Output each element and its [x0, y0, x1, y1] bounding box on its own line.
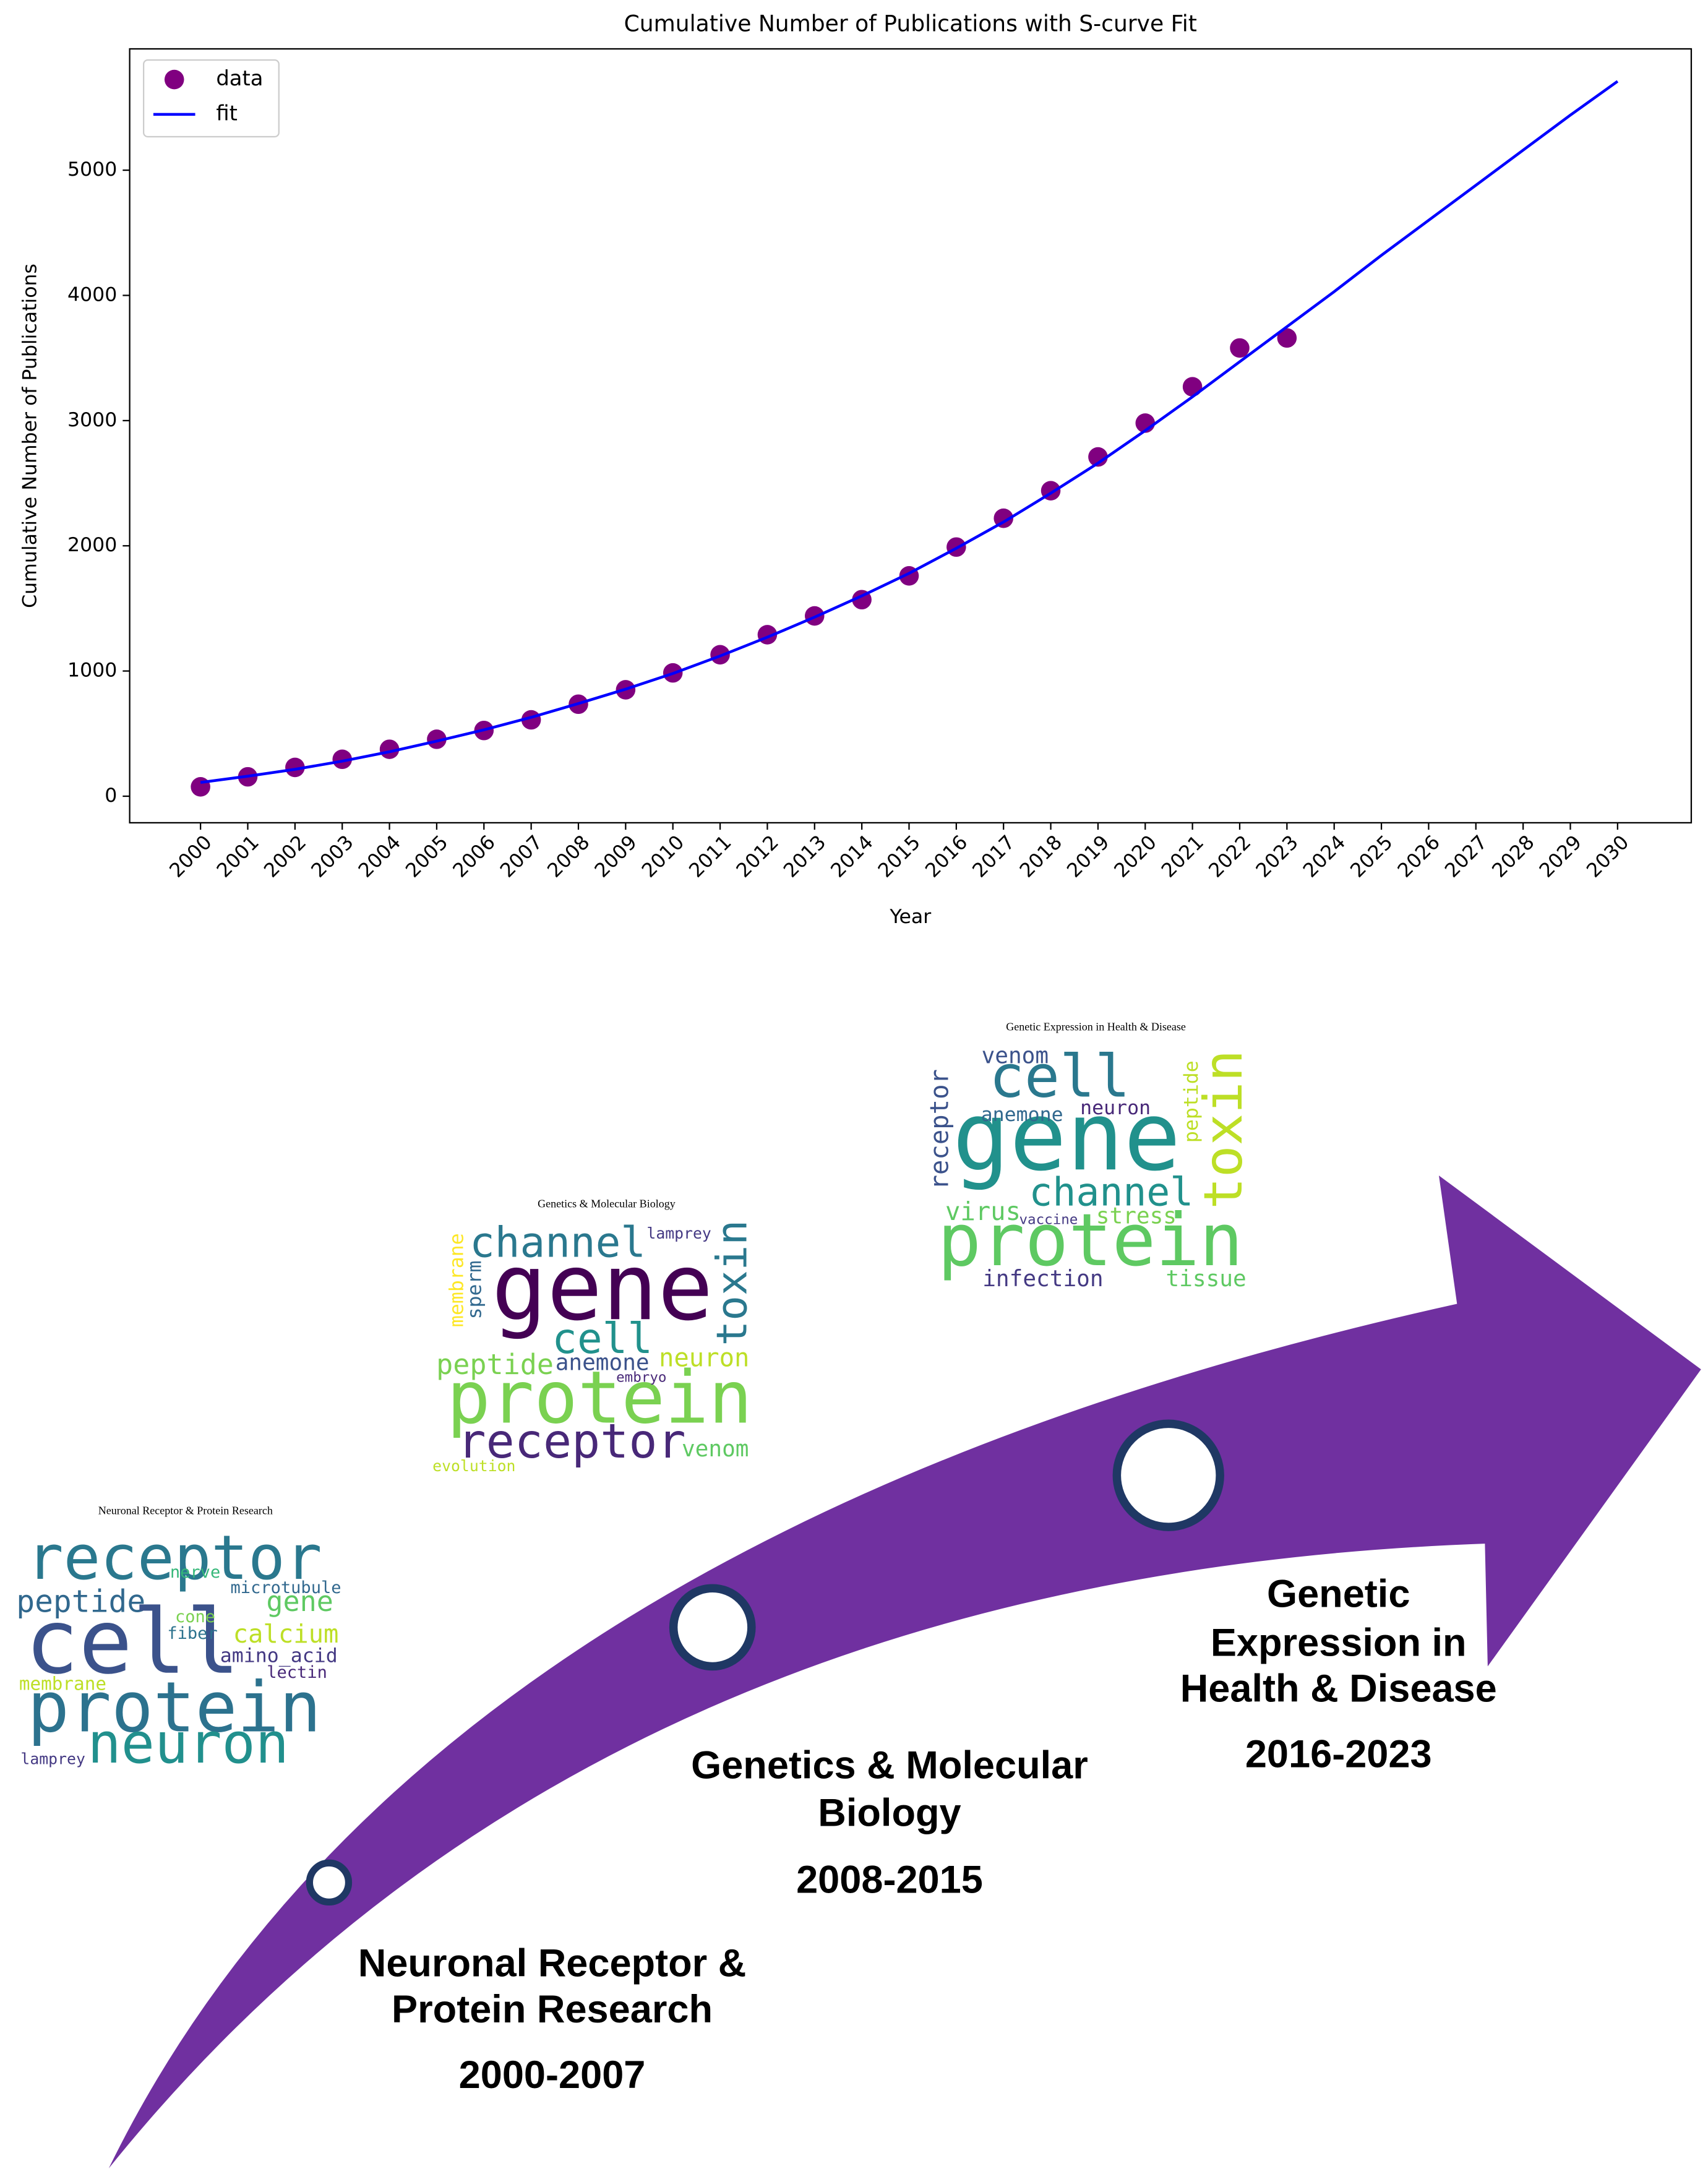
word-cloud-title: Neuronal Receptor & Protein Research — [98, 1504, 273, 1516]
y-tick-label: 4000 — [67, 283, 117, 306]
word: receptor — [27, 1523, 322, 1594]
milestone — [1112, 1419, 1224, 1531]
chart-title: Cumulative Number of Publications with S… — [624, 11, 1197, 37]
word: cell — [25, 1591, 239, 1695]
word: peptide — [1180, 1060, 1203, 1143]
word: anemone — [981, 1104, 1063, 1126]
word: toxin — [707, 1220, 756, 1346]
y-tick-label: 5000 — [67, 158, 117, 181]
word: membrane — [19, 1673, 106, 1694]
word: protein — [938, 1198, 1243, 1282]
word: microtubule — [231, 1578, 341, 1597]
era-period: 2000-2007 — [459, 2053, 646, 2097]
word: gene — [266, 1585, 333, 1618]
milestone — [306, 1859, 353, 1906]
word: gene — [492, 1234, 713, 1341]
y-tick-label: 1000 — [67, 660, 117, 682]
data-point — [191, 777, 210, 797]
era-period: 2016-2023 — [1245, 1733, 1432, 1776]
word: protein — [27, 1667, 321, 1748]
word: toxin — [1193, 1050, 1255, 1209]
era-label: Genetic — [1267, 1572, 1410, 1615]
word: evolution — [432, 1457, 515, 1475]
word: venom — [682, 1436, 749, 1462]
word: receptor — [924, 1069, 954, 1190]
word: neuron — [87, 1711, 289, 1776]
era-label: Expression in — [1211, 1621, 1467, 1664]
word-cloud-title: Genetics & Molecular Biology — [538, 1198, 676, 1210]
word: peptide — [16, 1584, 145, 1620]
word: membrane — [445, 1233, 468, 1327]
word: lamprey — [646, 1224, 711, 1242]
era-label: Biology — [818, 1791, 961, 1834]
y-tick-label: 3000 — [67, 409, 117, 431]
era-label: Protein Research — [392, 1988, 713, 2031]
word: neuron — [659, 1343, 749, 1373]
word: tissue — [1165, 1266, 1246, 1292]
word: infection — [982, 1266, 1103, 1292]
word: anemone — [556, 1349, 650, 1375]
y-axis-label: Cumulative Number of Publications — [19, 264, 41, 608]
word: cone — [175, 1607, 215, 1626]
data-point — [427, 729, 447, 749]
word: cell — [552, 1314, 653, 1363]
plot-area — [129, 48, 1693, 824]
era-label: Health & Disease — [1180, 1667, 1497, 1711]
data-point — [1182, 377, 1203, 397]
data-point — [1230, 338, 1250, 358]
word: vaccine — [1019, 1212, 1078, 1228]
word: gene — [953, 1082, 1181, 1192]
word: embryo — [616, 1369, 666, 1385]
word: sperm — [464, 1260, 486, 1319]
word: amino_acid — [220, 1645, 338, 1667]
y-tick-label: 0 — [105, 784, 117, 807]
data-point — [285, 757, 305, 778]
word: channel — [1029, 1169, 1193, 1215]
legend-label: data — [216, 66, 263, 90]
word: fiber — [167, 1624, 217, 1643]
y-tick-label: 2000 — [67, 534, 117, 556]
x-axis-label: Year — [889, 906, 931, 928]
milestone — [669, 1584, 756, 1671]
word: cell — [989, 1043, 1130, 1111]
era-period: 2008-2015 — [796, 1858, 983, 1902]
word: lamprey — [20, 1750, 85, 1768]
legend-label: fit — [216, 101, 238, 125]
word: channel — [470, 1218, 646, 1266]
data-point — [1088, 447, 1108, 467]
word: venom — [982, 1043, 1049, 1069]
legend-marker — [164, 69, 184, 90]
word: calcium — [233, 1619, 339, 1649]
word: lectin — [267, 1663, 327, 1682]
era-label: Neuronal Receptor & — [358, 1942, 747, 1985]
era-label: Genetics & Molecular — [691, 1744, 1088, 1787]
data-point — [1277, 328, 1297, 348]
fit-line — [200, 80, 1619, 784]
word: neuron — [1080, 1097, 1151, 1119]
word: protein — [447, 1356, 752, 1440]
timeline-arrow — [108, 1175, 1701, 2168]
word-cloud-title: Genetic Expression in Health & Disease — [1006, 1020, 1186, 1033]
word: nerve — [170, 1563, 220, 1582]
word: receptor — [458, 1414, 686, 1469]
word: peptide — [436, 1348, 554, 1381]
word: virus — [945, 1197, 1021, 1226]
word: stress — [1096, 1203, 1177, 1229]
data-point — [332, 749, 352, 770]
